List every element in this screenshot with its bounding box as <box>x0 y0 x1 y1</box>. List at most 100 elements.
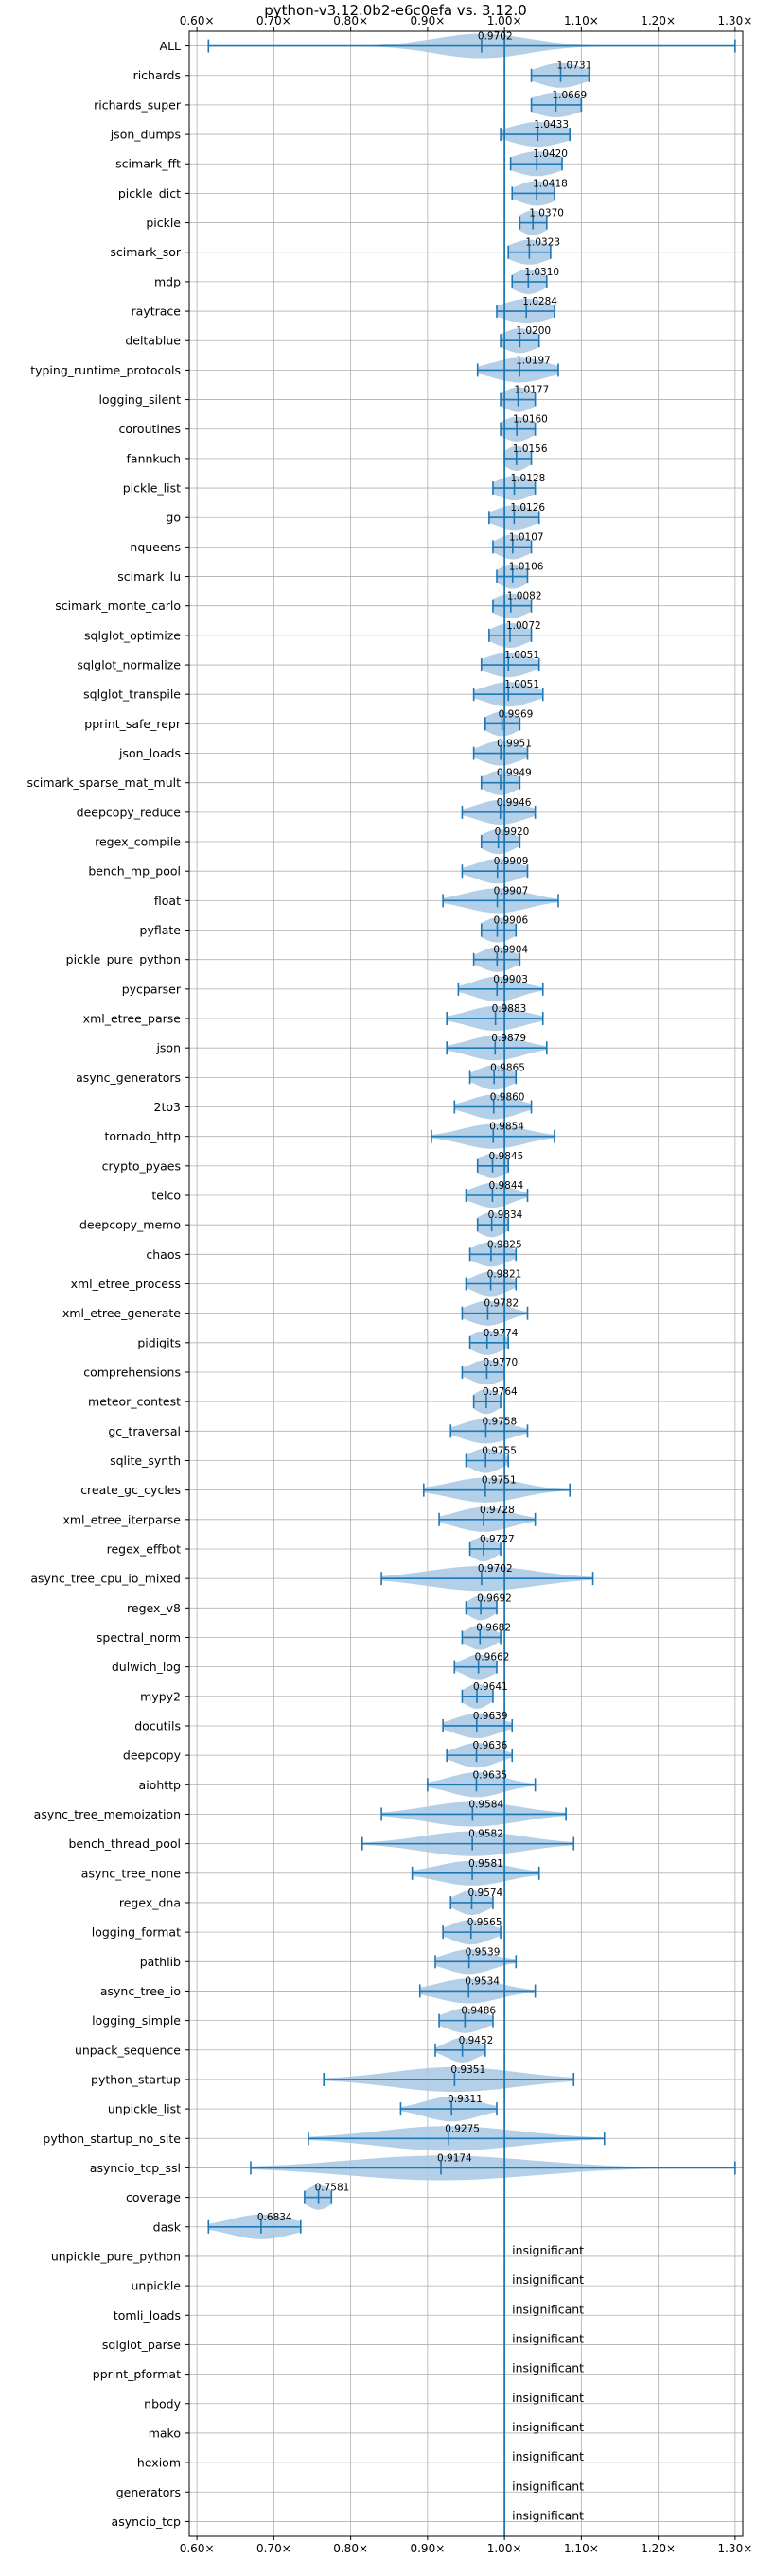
y-tick-label: pickle_dict <box>118 186 181 200</box>
y-tick-label: xml_etree_generate <box>62 1306 181 1320</box>
value-label: 0.9946 <box>497 797 532 809</box>
y-tick-label: pathlib <box>140 1955 181 1969</box>
y-tick-label: pprint_pformat <box>93 2367 181 2381</box>
value-label: 1.0731 <box>557 61 592 72</box>
insignificant-label: insignificant <box>512 2479 584 2493</box>
x-tick-label-bottom: 0.90× <box>410 2542 445 2555</box>
value-label: 1.0106 <box>509 562 544 573</box>
y-tick-label: json_dumps <box>110 128 181 142</box>
value-label: 1.0200 <box>516 325 551 337</box>
value-label: 1.0418 <box>533 178 568 189</box>
value-label: 0.9906 <box>493 915 528 927</box>
value-label: 0.9774 <box>484 1328 519 1339</box>
y-tick-label: json_loads <box>118 746 181 760</box>
y-tick-label: unpickle_pure_python <box>51 2249 181 2263</box>
value-label: 1.0156 <box>513 444 548 455</box>
value-label: 0.9860 <box>490 1092 525 1104</box>
y-tick-label: aiohttp <box>139 1778 182 1792</box>
y-tick-label: regex_dna <box>119 1895 181 1909</box>
value-label: 0.9452 <box>459 2035 494 2046</box>
value-label: 1.0370 <box>529 208 564 219</box>
y-tick-label: 2to3 <box>154 1100 181 1114</box>
y-tick-label: pprint_safe_repr <box>84 717 182 731</box>
value-label: 0.9883 <box>492 1003 527 1015</box>
value-label: 1.0126 <box>510 502 545 513</box>
value-label: 1.0051 <box>504 679 539 690</box>
y-tick-label: logging_format <box>92 1925 181 1940</box>
y-tick-label: nqueens <box>130 540 181 554</box>
y-tick-label: sqlglot_parse <box>102 2338 181 2352</box>
y-tick-label: meteor_contest <box>88 1395 181 1409</box>
value-label: 0.9486 <box>461 2006 496 2017</box>
y-tick-label: docutils <box>134 1718 181 1732</box>
value-label: 1.0323 <box>525 237 560 249</box>
y-tick-label: regex_compile <box>95 835 181 849</box>
y-tick-label: deepcopy_reduce <box>77 805 182 819</box>
x-tick-label-top: 0.60× <box>180 14 215 27</box>
y-tick-label: deepcopy_memo <box>79 1218 181 1232</box>
y-tick-label: tomli_loads <box>114 2308 181 2323</box>
value-label: 0.9702 <box>478 31 513 43</box>
y-tick-label: go <box>166 511 181 525</box>
y-tick-label: dulwich_log <box>112 1660 181 1674</box>
y-tick-label: regex_v8 <box>127 1601 181 1615</box>
y-tick-label: gc_traversal <box>108 1424 181 1438</box>
value-label: 0.9565 <box>467 1917 502 1928</box>
y-tick-label: python_startup_no_site <box>43 2132 181 2146</box>
value-label: 1.0082 <box>507 591 542 602</box>
insignificant-label: insignificant <box>512 2302 584 2316</box>
value-label: 1.0051 <box>504 650 539 661</box>
y-tick-label: deepcopy <box>123 1749 182 1763</box>
x-tick-label-top: 1.30× <box>717 14 752 27</box>
y-tick-label: richards <box>133 68 181 82</box>
y-tick-label: sqlite_synth <box>110 1453 181 1468</box>
y-tick-label: xml_etree_iterparse <box>62 1512 181 1526</box>
y-tick-label: python_startup <box>91 2072 181 2086</box>
y-tick-label: scimark_fft <box>115 157 181 171</box>
value-label: 0.9755 <box>482 1445 517 1456</box>
value-label: 1.0072 <box>506 620 541 632</box>
value-label: 0.9574 <box>468 1888 503 1899</box>
x-tick-label-top: 1.00× <box>487 14 522 27</box>
value-label: 0.9969 <box>499 708 534 720</box>
y-tick-label: fannkuch <box>127 451 181 465</box>
value-label: 0.9904 <box>493 945 528 956</box>
chart-title: python-v3.12.0b2-e6c0efa vs. 3.12.0 <box>264 2 527 19</box>
y-tick-label: richards_super <box>94 97 182 112</box>
y-tick-label: async_tree_cpu_io_mixed <box>30 1572 181 1586</box>
value-label: 1.0420 <box>533 148 568 160</box>
value-label: 0.9751 <box>482 1475 517 1487</box>
y-tick-label: async_tree_io <box>100 1984 181 1998</box>
y-tick-label: unpickle <box>131 2279 181 2293</box>
y-tick-label: sqlglot_normalize <box>77 658 181 672</box>
y-tick-label: pickle <box>146 216 181 230</box>
y-tick-label: crypto_pyaes <box>102 1158 181 1173</box>
value-label: 0.9727 <box>480 1534 515 1545</box>
y-tick-label: bench_thread_pool <box>68 1836 181 1851</box>
y-tick-label: telco <box>151 1189 181 1203</box>
value-label: 0.9311 <box>448 2094 483 2105</box>
value-label: 1.0433 <box>534 119 569 131</box>
value-label: 1.0128 <box>511 473 546 484</box>
plot-frame <box>188 30 744 2537</box>
value-label: 0.9920 <box>495 827 530 838</box>
value-label: 0.9825 <box>487 1239 522 1250</box>
value-label: 0.9581 <box>468 1858 503 1870</box>
value-label: 0.9728 <box>480 1505 515 1516</box>
value-label: 0.9834 <box>488 1210 523 1221</box>
y-tick-label: hexiom <box>137 2456 181 2470</box>
value-label: 0.9275 <box>445 2123 480 2134</box>
labels-layer: 0.60× 0.60× 0.70× 0.70× 0.80× 0.80× 0.90× 0.90×… <box>27 14 753 2555</box>
x-tick-label-top: 1.10× <box>564 14 599 27</box>
y-tick-label: async_tree_none <box>81 1866 182 1880</box>
y-tick-label: regex_effbot <box>107 1541 181 1556</box>
insignificant-label: insignificant <box>512 2391 584 2405</box>
value-label: 0.9758 <box>482 1416 517 1427</box>
value-label: 1.0197 <box>516 355 551 366</box>
y-tick-label: xml_etree_parse <box>83 1012 182 1026</box>
value-label: 0.9907 <box>494 885 529 896</box>
x-tick-label-bottom: 1.20× <box>641 2542 676 2555</box>
value-label: 0.9682 <box>476 1622 511 1633</box>
y-tick-label: dask <box>153 2219 182 2234</box>
